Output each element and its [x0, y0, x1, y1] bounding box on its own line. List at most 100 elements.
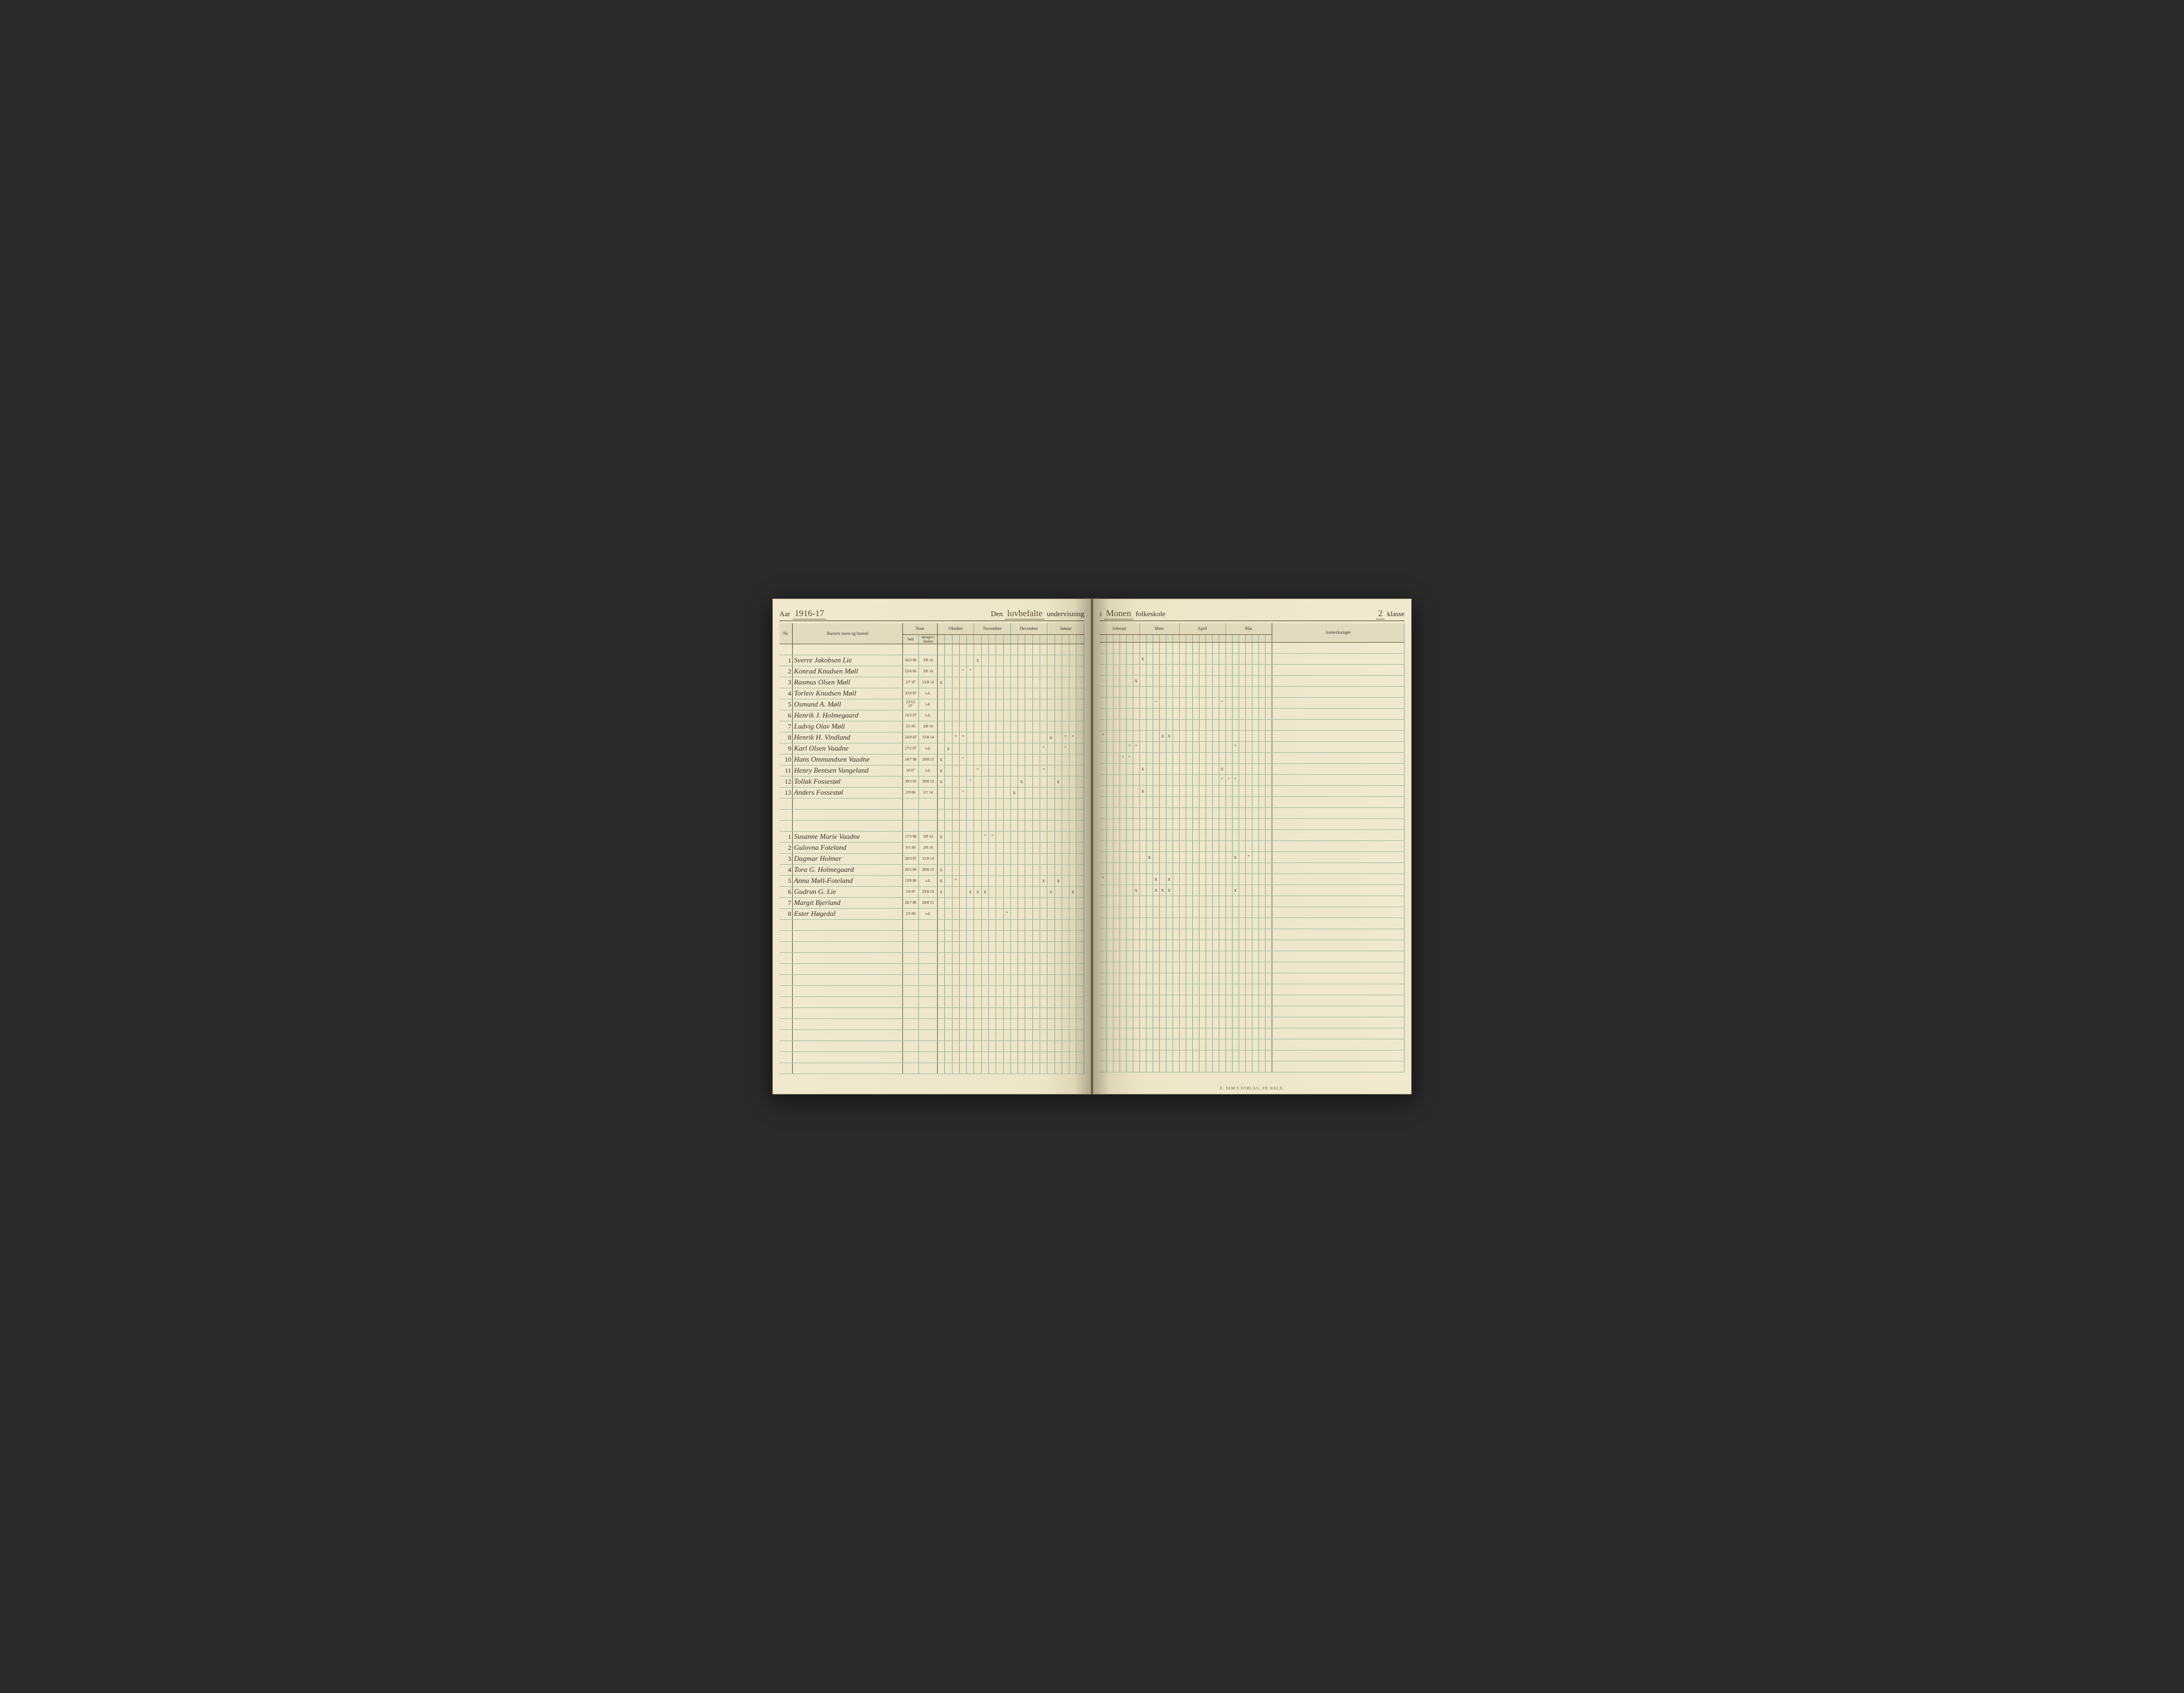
attendance-mark: " — [1040, 765, 1047, 776]
attendance-mark — [996, 732, 1003, 743]
attendance-mark — [1172, 730, 1179, 741]
attendance-mark — [1018, 710, 1025, 721]
attendance-mark — [981, 787, 988, 798]
attendance-mark — [1113, 697, 1120, 708]
attendance-mark: x — [938, 677, 945, 688]
attendance-mark — [1077, 897, 1084, 908]
attendance-mark — [981, 666, 988, 677]
attendance-mark — [981, 853, 988, 864]
attendance-mark — [1120, 653, 1126, 664]
attendance-mark — [1206, 664, 1212, 675]
attendance-mark — [1025, 732, 1032, 743]
attendance-mark — [1106, 774, 1113, 785]
attendance-mark — [1232, 686, 1239, 697]
attendance-mark — [1120, 708, 1126, 719]
row-nr: 4 — [779, 864, 793, 875]
attendance-mark — [1239, 752, 1245, 763]
attendance-mark — [1047, 765, 1055, 776]
attendance-mark — [1047, 688, 1055, 699]
attendance-mark — [1172, 741, 1179, 752]
student-row: 7Ludvig Olav Møll5/5 053/8 14 — [779, 721, 1084, 732]
attendance-mark — [981, 765, 988, 776]
attendance-mark — [1106, 741, 1113, 752]
anm-cell — [1272, 697, 1405, 708]
student-name: Rasmus Olsen Møll — [793, 677, 902, 688]
attendance-mark — [1245, 907, 1252, 918]
attendance-mark — [1100, 763, 1106, 774]
attendance-mark — [1100, 664, 1106, 675]
attendance-mark — [959, 908, 966, 919]
i-label: i — [1100, 610, 1102, 618]
attendance-mark — [967, 677, 974, 688]
attendance-mark — [1025, 831, 1032, 842]
attendance-mark — [1265, 675, 1272, 686]
attendance-mark — [1212, 885, 1219, 896]
attendance-mark — [1126, 730, 1133, 741]
attendance-mark: " — [989, 831, 996, 842]
anm-cell — [1272, 874, 1405, 885]
attendance-mark: x — [945, 743, 952, 754]
attendance-mark — [981, 743, 988, 754]
attendance-mark — [952, 754, 959, 765]
attendance-mark — [1100, 719, 1106, 730]
attendance-mark — [1199, 896, 1206, 907]
attendance-mark — [1126, 708, 1133, 719]
attendance-mark: x — [1047, 886, 1055, 897]
row-nr: 8 — [779, 908, 793, 919]
attendance-mark — [1159, 840, 1166, 851]
attendance-mark — [1186, 774, 1192, 785]
attendance-mark: x — [981, 886, 988, 897]
attendance-mark — [1199, 862, 1206, 874]
attendance-mark — [1025, 886, 1032, 897]
attendance-mark — [1069, 897, 1077, 908]
attendance-mark — [996, 864, 1003, 875]
attendance-mark: x — [1219, 763, 1225, 774]
attendance-mark — [1146, 829, 1153, 840]
attendance-mark — [1186, 675, 1192, 686]
attendance-mark — [1146, 752, 1153, 763]
attendance-mark — [1172, 885, 1179, 896]
attendance-mark — [1113, 874, 1120, 885]
fodt-date: 17/3 06 — [902, 831, 918, 842]
attendance-mark — [1018, 864, 1025, 875]
attendance-mark — [959, 721, 966, 732]
attendance-mark — [1225, 840, 1232, 851]
attendance-mark — [1219, 907, 1225, 918]
attendance-mark — [1199, 851, 1206, 862]
attendance-mark — [1172, 763, 1179, 774]
attendance-mark — [1179, 653, 1186, 664]
attendance-mark — [981, 897, 988, 908]
attendance-mark — [959, 831, 966, 842]
attendance-mark — [945, 732, 952, 743]
attendance-mark — [945, 765, 952, 776]
attendance-mark — [1258, 885, 1265, 896]
attendance-mark — [1040, 853, 1047, 864]
student-row-right: """ — [1100, 774, 1405, 785]
row-nr: 6 — [779, 886, 793, 897]
attendance-mark — [974, 721, 981, 732]
attendance-mark — [1179, 851, 1186, 862]
attendance-mark — [1025, 853, 1032, 864]
attendance-mark — [1146, 774, 1153, 785]
attendance-mark — [1113, 763, 1120, 774]
attendance-mark: x — [1139, 653, 1146, 664]
header-left: Aar 1916-17 Den lovbefalte undervisning — [779, 609, 1084, 621]
attendance-mark — [1113, 686, 1120, 697]
attendance-mark: x — [1018, 776, 1025, 787]
anm-cell — [1272, 862, 1405, 874]
attendance-mark — [1146, 885, 1153, 896]
attendance-mark — [1032, 897, 1040, 908]
attendance-mark — [1146, 697, 1153, 708]
attendance-mark — [1113, 675, 1120, 686]
fodt-date: 24/9 07 — [902, 732, 918, 743]
attendance-mark — [1003, 677, 1010, 688]
attendance-mark — [1186, 763, 1192, 774]
attendance-mark — [1186, 697, 1192, 708]
attendance-mark — [959, 677, 966, 688]
attendance-mark — [1212, 653, 1219, 664]
attendance-mark — [1025, 776, 1032, 787]
anm-cell — [1272, 730, 1405, 741]
attendance-mark — [967, 875, 974, 886]
attendance-mark — [1179, 774, 1186, 785]
attendance-mark — [996, 655, 1003, 666]
